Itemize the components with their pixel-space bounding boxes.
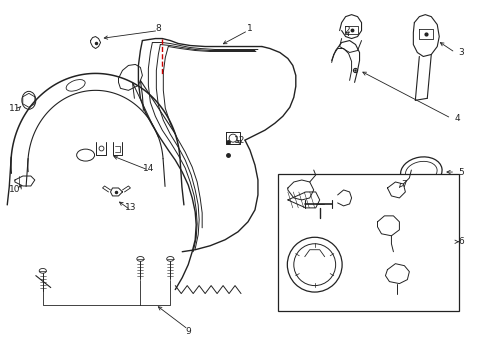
Text: 1: 1 [246,24,252,33]
Text: 6: 6 [457,237,463,246]
Text: 4: 4 [453,114,459,123]
Text: 9: 9 [185,327,191,336]
Text: 8: 8 [155,24,161,33]
Text: 7: 7 [401,180,407,189]
Text: 3: 3 [457,48,463,57]
Text: 5: 5 [457,167,463,176]
Text: 2: 2 [344,26,350,35]
Text: 11: 11 [9,104,20,113]
Bar [277,174,458,311]
Text: 10: 10 [9,185,20,194]
Text: 12: 12 [234,136,245,145]
Text: 14: 14 [142,163,154,172]
Text: 13: 13 [124,203,136,212]
